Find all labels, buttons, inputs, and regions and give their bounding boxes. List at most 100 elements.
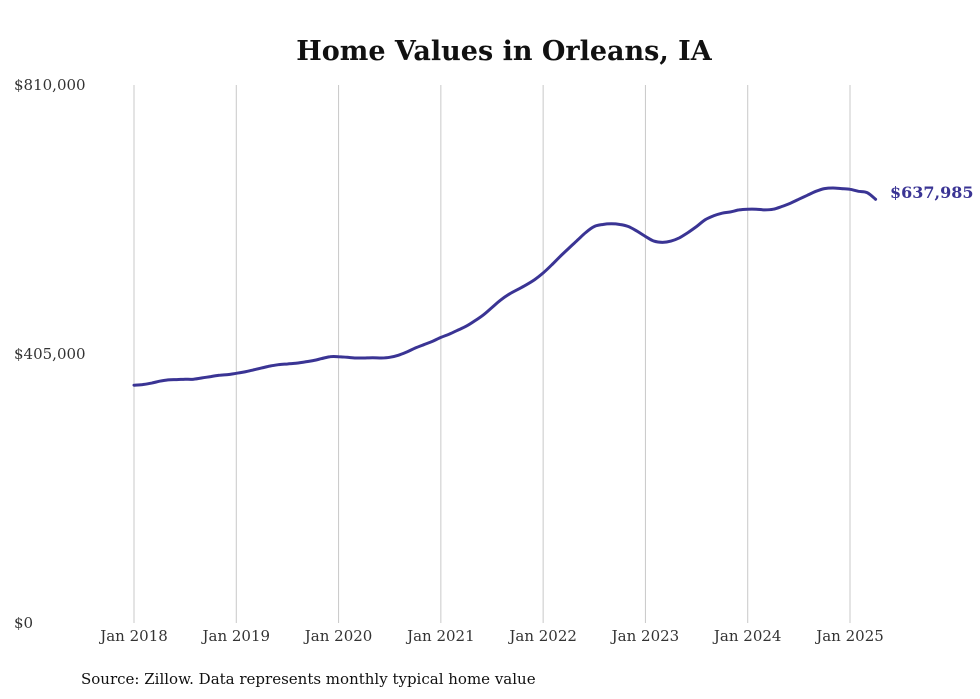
- data-point: [371, 357, 373, 359]
- data-point: [465, 325, 467, 327]
- data-point: [491, 306, 493, 308]
- x-tick-label: Jan 2025: [814, 627, 884, 645]
- y-axis-tick-labels: $0 $405,000 $810,000: [14, 76, 86, 632]
- data-point: [815, 190, 817, 192]
- data-point: [244, 371, 246, 373]
- data-point: [176, 378, 178, 380]
- data-point: [346, 356, 348, 358]
- data-point: [585, 231, 587, 233]
- data-point: [764, 209, 766, 211]
- data-point: [303, 361, 305, 363]
- x-tick-label: Jan 2021: [405, 627, 475, 645]
- end-value-label: $637,985: [890, 183, 974, 202]
- data-point: [755, 208, 757, 210]
- data-point: [661, 241, 663, 243]
- data-point: [184, 378, 186, 380]
- x-tick-label: Jan 2018: [98, 627, 168, 645]
- data-point: [525, 284, 527, 286]
- data-point: [355, 357, 357, 359]
- data-point: [636, 230, 638, 232]
- data-point: [295, 362, 297, 364]
- data-point: [832, 187, 834, 189]
- y-tick-label: $810,000: [14, 76, 86, 94]
- data-point: [542, 272, 544, 274]
- data-point: [704, 219, 706, 221]
- data-point: [781, 205, 783, 207]
- x-tick-label: Jan 2023: [610, 627, 680, 645]
- data-point: [389, 356, 391, 358]
- data-point: [448, 333, 450, 335]
- data-point: [670, 240, 672, 242]
- x-axis-tick-labels: Jan 2018 Jan 2019 Jan 2020 Jan 2021 Jan 2022…: [98, 627, 884, 645]
- data-point: [261, 367, 263, 369]
- data-point: [644, 235, 646, 237]
- data-point: [747, 208, 749, 210]
- data-point: [286, 363, 288, 365]
- data-point: [602, 223, 604, 225]
- data-point: [150, 382, 152, 384]
- data-point: [568, 247, 570, 249]
- data-point: [201, 377, 203, 379]
- data-point: [653, 240, 655, 242]
- data-point: [576, 239, 578, 241]
- data-point: [687, 231, 689, 233]
- data-point: [627, 225, 629, 227]
- data-point: [414, 347, 416, 349]
- data-point: [337, 356, 339, 358]
- data-point: [440, 336, 442, 338]
- data-point: [789, 202, 791, 204]
- data-point: [269, 365, 271, 367]
- data-point: [167, 379, 169, 381]
- data-point: [312, 359, 314, 361]
- data-point: [210, 375, 212, 377]
- data-point: [849, 188, 851, 190]
- data-point: [457, 329, 459, 331]
- y-tick-label: $405,000: [14, 345, 86, 363]
- data-point: [397, 354, 399, 356]
- data-point: [619, 223, 621, 225]
- data-point: [380, 357, 382, 359]
- data-point: [320, 357, 322, 359]
- series-layer: [132, 186, 878, 387]
- data-point: [133, 384, 135, 386]
- x-tick-label: Jan 2022: [507, 627, 577, 645]
- data-point: [141, 383, 143, 385]
- x-tick-label: Jan 2024: [712, 627, 782, 645]
- data-point: [874, 198, 876, 200]
- data-point: [840, 187, 842, 189]
- data-point: [218, 374, 220, 376]
- data-point: [508, 293, 510, 295]
- gridlines: [133, 85, 851, 623]
- y-tick-label: $0: [14, 614, 33, 632]
- data-point: [593, 225, 595, 227]
- data-point: [806, 194, 808, 196]
- data-point: [252, 369, 254, 371]
- data-point: [798, 198, 800, 200]
- data-point: [823, 187, 825, 189]
- data-point: [499, 299, 501, 301]
- data-point: [482, 314, 484, 316]
- source-note: Source: Zillow. Data represents monthly …: [81, 670, 536, 688]
- data-point: [227, 373, 229, 375]
- data-point: [406, 351, 408, 353]
- data-point: [857, 190, 859, 192]
- data-point: [431, 340, 433, 342]
- data-point: [329, 356, 331, 358]
- data-point: [713, 215, 715, 217]
- data-point: [610, 223, 612, 225]
- data-point: [158, 380, 160, 382]
- x-tick-label: Jan 2020: [303, 627, 373, 645]
- data-point: [363, 357, 365, 359]
- data-point: [474, 320, 476, 322]
- data-point: [866, 191, 868, 193]
- data-point: [278, 363, 280, 365]
- x-tick-label: Jan 2019: [201, 627, 271, 645]
- data-point: [738, 209, 740, 211]
- data-point: [678, 237, 680, 239]
- data-point: [516, 288, 518, 290]
- data-point: [721, 212, 723, 214]
- data-point: [559, 255, 561, 257]
- data-point: [729, 211, 731, 213]
- data-point: [235, 372, 237, 374]
